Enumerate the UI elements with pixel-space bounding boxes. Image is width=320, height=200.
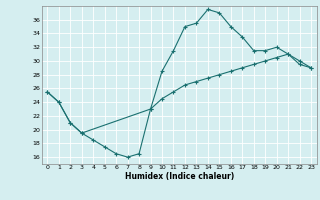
X-axis label: Humidex (Indice chaleur): Humidex (Indice chaleur) bbox=[124, 172, 234, 181]
